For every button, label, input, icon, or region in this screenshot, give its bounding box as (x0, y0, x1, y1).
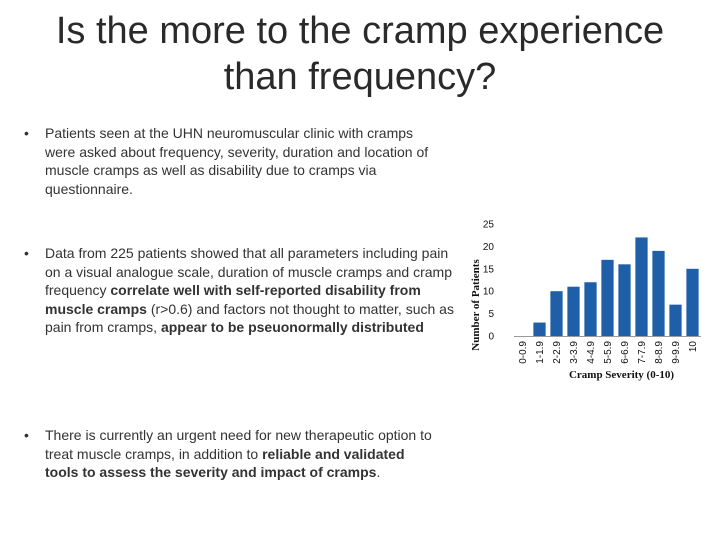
x-tick-label: 3-3.9 (569, 341, 580, 364)
conclusion-bold: reliable and validated tools to assess t… (45, 445, 405, 481)
x-tick-label: 8-8.9 (654, 341, 665, 364)
results-bold-2: appear to be pseuonormally distributed (160, 319, 424, 335)
x-tick-label: 1-1.9 (535, 341, 546, 364)
x-tick-label: 2-2.9 (552, 341, 563, 364)
y-tick-label: 20 (483, 242, 495, 253)
y-tick-label: 5 (488, 309, 494, 320)
bar-8-8.9 (652, 250, 665, 336)
x-tick-label: 7-7.9 (637, 341, 648, 364)
bar-3-3.9 (567, 286, 580, 336)
bar-10 (686, 268, 699, 336)
bullet-conclusion-text: There is currently an urgent need for ne… (45, 426, 440, 482)
bullet-results-text: Data from 225 patients showed that all p… (45, 244, 455, 337)
x-tick-label: 9-9.9 (671, 341, 682, 364)
bar-1-1.9 (533, 322, 546, 336)
bullet-methods-text: Patients seen at the UHN neuromuscular c… (45, 125, 429, 197)
bar-7-7.9 (635, 237, 648, 336)
bar-4-4.9 (584, 282, 597, 336)
x-tick-label: 6-6.9 (620, 341, 631, 364)
bullet-dot: • (24, 125, 29, 141)
bar-9-9.9 (669, 304, 682, 336)
results-text-2: (r>0.6) and factors not thought to matte… (45, 300, 454, 336)
bar-5-5.9 (601, 259, 614, 336)
x-axis-title: Cramp Severity (0-10) (569, 369, 674, 381)
x-tick-label: 5-5.9 (603, 341, 614, 364)
y-axis-title: Number of Patients (470, 259, 482, 351)
title-line-2: than frequency? (223, 56, 497, 98)
results-text-1: Data from 225 patients showed that all p… (45, 245, 452, 298)
bullet-dot: • (24, 245, 29, 261)
title-line-1: Is the more to the cramp experience (55, 10, 665, 52)
bullet-dot: • (24, 427, 29, 443)
conclusion-end: . (376, 464, 381, 480)
y-tick-label: 25 (483, 220, 495, 231)
cramp-severity-chart: 0 5 10 15 20 25 0-0.9 1-1.9 2-2.9 3-3.9 4-4.9 5-5.9… (470, 220, 701, 381)
y-tick-label: 0 (488, 332, 494, 343)
y-tick-label: 10 (483, 287, 495, 298)
bar-2-2.9 (550, 291, 563, 336)
slide-title: Is the more to the cramp experience than… (10, 8, 710, 100)
conclusion-text-1: There is currently an urgent need for ne… (45, 427, 432, 462)
x-tick-label: 4-4.9 (586, 341, 597, 364)
y-tick-label: 15 (483, 264, 495, 275)
x-tick-label: 0-0.9 (518, 341, 529, 364)
results-bold-1: correlate well with self-reported disabi… (45, 282, 421, 317)
x-tick-label: 10 (688, 341, 699, 353)
bar-6-6.9 (618, 264, 631, 336)
